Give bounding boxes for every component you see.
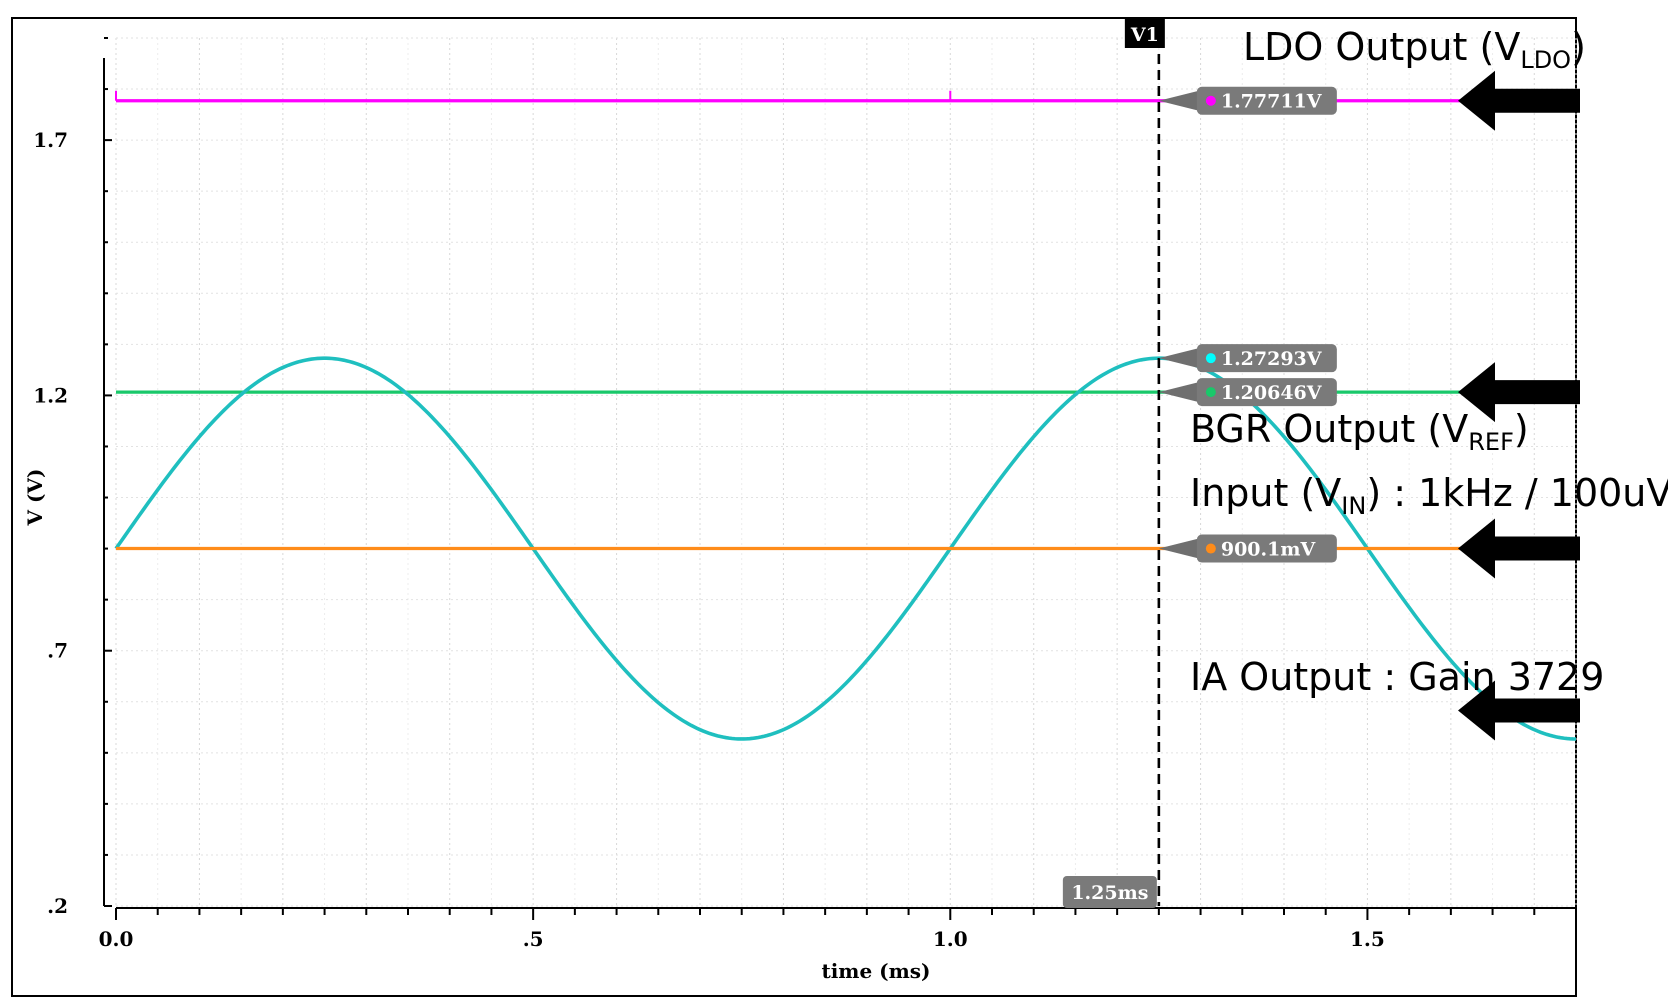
marker-vin: 900.1mV bbox=[1158, 534, 1337, 563]
annotation-part: REF bbox=[1468, 428, 1514, 456]
marker-ldo: 1.77711V bbox=[1158, 86, 1337, 115]
y-tick-label: 1.2 bbox=[33, 383, 68, 407]
annotation-part: IA Output : Gain 3729 bbox=[1190, 655, 1604, 699]
annotation-part: BGR Output (V bbox=[1190, 407, 1468, 451]
arrow-bgr-icon bbox=[1458, 362, 1580, 423]
cursor-x-label: 1.25ms bbox=[1071, 882, 1148, 904]
marker-layer: 1.77711V 1.27293V 1.20646V 900.1mV bbox=[1158, 86, 1337, 563]
x-axis-title: time (ms) bbox=[821, 959, 930, 983]
marker-dot bbox=[1205, 387, 1216, 398]
cursor-x-box bbox=[1062, 876, 1157, 908]
series-ia-line bbox=[114, 356, 1577, 741]
chart-frame bbox=[11, 17, 1577, 997]
x-tick-label: 0.0 bbox=[99, 927, 134, 951]
y-axis-title: V (V) bbox=[23, 469, 47, 527]
x-tick-label: .5 bbox=[523, 927, 544, 951]
annotation-part: ) : 1kHz / 100uV bbox=[1366, 471, 1668, 515]
marker-pointer bbox=[1158, 90, 1199, 111]
cursor-name: V1 bbox=[1130, 24, 1159, 46]
arrow-vin-icon bbox=[1458, 518, 1580, 579]
marker-ia: 1.27293V bbox=[1158, 344, 1337, 373]
annotation-part: LDO bbox=[1520, 46, 1571, 74]
marker-bgr: 1.20646V bbox=[1158, 378, 1337, 407]
y-tick-label: .7 bbox=[47, 639, 68, 663]
marker-box bbox=[1196, 534, 1337, 563]
marker-dot bbox=[1205, 353, 1216, 364]
marker-box bbox=[1196, 86, 1337, 115]
marker-pointer bbox=[1158, 382, 1199, 403]
marker-box bbox=[1196, 344, 1337, 373]
x-tick-label: 1.0 bbox=[933, 927, 968, 951]
marker-label: 900.1mV bbox=[1221, 539, 1317, 561]
y-tick-label: 1.7 bbox=[33, 128, 68, 152]
cursor-layer: V1 1.25ms bbox=[1062, 18, 1165, 908]
cursor-name-box bbox=[1124, 18, 1165, 48]
arrow-ia-icon bbox=[1458, 680, 1580, 741]
marker-box bbox=[1196, 378, 1337, 407]
marker-dot bbox=[1205, 543, 1216, 554]
annotation-part: ) bbox=[1571, 25, 1586, 69]
marker-label: 1.20646V bbox=[1221, 382, 1323, 404]
marker-label: 1.77711V bbox=[1221, 91, 1323, 113]
x-tick-label: 1.5 bbox=[1350, 927, 1385, 951]
y-tick-label: .2 bbox=[47, 894, 68, 918]
annotation-vin: Input (VIN) : 1kHz / 100uVpp bbox=[1190, 471, 1668, 520]
annotation-ldo: LDO Output (VLDO) bbox=[1243, 25, 1586, 74]
annotation-bgr: BGR Output (VREF) bbox=[1190, 407, 1529, 456]
arrow-ldo-icon bbox=[1458, 70, 1580, 131]
marker-dot bbox=[1205, 95, 1216, 106]
axes: .2 .7 1.2 1.7 0.0 .5 1.0 1.5 bbox=[33, 37, 1577, 951]
annotation-layer: LDO Output (VLDO)BGR Output (VREF)Input … bbox=[1190, 25, 1668, 741]
marker-pointer bbox=[1158, 538, 1199, 559]
annotation-part: Input (V bbox=[1190, 471, 1341, 515]
annotation-part: LDO Output (V bbox=[1243, 25, 1520, 69]
annotation-part: IN bbox=[1341, 492, 1366, 520]
marker-label: 1.27293V bbox=[1221, 348, 1323, 370]
annotation-ia: IA Output : Gain 3729 bbox=[1190, 655, 1604, 699]
marker-pointer bbox=[1158, 348, 1199, 369]
annotation-part: ) bbox=[1514, 407, 1529, 451]
